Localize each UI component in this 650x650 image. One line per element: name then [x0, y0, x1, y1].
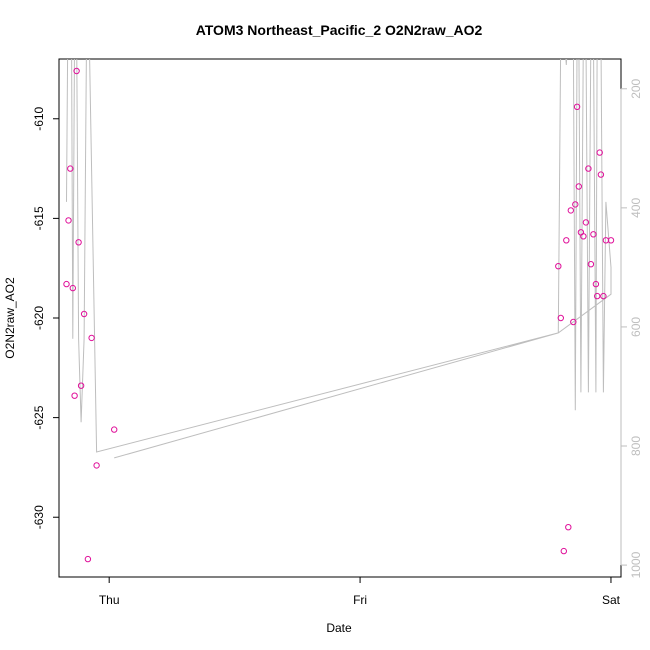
y-tick-label: -615 [32, 206, 46, 230]
line-layer [66, 59, 612, 459]
points-layer [63, 67, 615, 563]
y2-tick-label: 600 [629, 317, 643, 337]
x-axis-label: Date [326, 621, 352, 635]
data-point-20 [572, 201, 579, 208]
x-tick-label: Sat [602, 593, 621, 607]
y-axis: -610 -615 -620 -625 -630 [32, 106, 59, 529]
y-tick-label: -620 [32, 306, 46, 330]
data-point-23 [577, 229, 585, 236]
data-point-19 [570, 318, 577, 326]
data-point-1 [65, 217, 72, 224]
x-tick-label: Thu [99, 593, 120, 607]
data-point-28 [590, 231, 597, 238]
plot-frame [58, 58, 622, 578]
data-point-16 [563, 237, 570, 244]
data-point-7 [77, 382, 85, 389]
y2-tick-label: 1000 [629, 551, 643, 578]
data-point-9 [84, 555, 92, 563]
y-tick-label: -610 [32, 106, 46, 130]
data-point-24 [580, 233, 587, 240]
chart-title: ATOM3 Northeast_Pacific_2 O2N2raw_AO2 [196, 22, 483, 38]
data-point-29 [592, 280, 600, 288]
data-point-10 [88, 334, 95, 342]
data-point-31 [596, 149, 603, 156]
y2-tick-label: 400 [629, 198, 643, 218]
data-point-11 [93, 462, 100, 469]
y2-tick-label: 200 [629, 78, 643, 98]
y-tick-label: -630 [32, 505, 46, 529]
data-point-0 [63, 280, 70, 288]
x-tick-label: Fri [353, 593, 367, 607]
data-point-21 [573, 103, 581, 111]
data-point-32 [597, 171, 605, 178]
x-axis: Thu Fri Sat [99, 576, 621, 607]
data-point-15 [560, 547, 567, 555]
data-point-5 [73, 67, 80, 75]
y-tick-label: -625 [32, 405, 46, 429]
data-point-26 [585, 165, 592, 172]
data-point-25 [582, 219, 590, 226]
series-line-1 [66, 59, 612, 459]
y2-tick-label: 800 [629, 436, 643, 456]
y-axis-label: O2N2raw_AO2 [3, 277, 17, 359]
data-point-22 [575, 183, 582, 190]
data-point-14 [557, 314, 564, 322]
data-point-4 [71, 392, 78, 399]
data-point-17 [565, 524, 572, 531]
data-point-3 [69, 284, 77, 292]
data-point-30 [594, 292, 601, 300]
data-point-27 [587, 261, 595, 268]
data-point-18 [567, 207, 574, 214]
data-point-13 [555, 263, 562, 270]
data-point-35 [607, 237, 615, 244]
right-y-axis: 200 400 600 800 1000 [620, 78, 643, 578]
data-point-12 [111, 426, 118, 433]
data-point-8 [80, 310, 88, 318]
data-point-33 [600, 292, 607, 300]
data-point-2 [67, 165, 74, 172]
data-point-6 [75, 239, 82, 246]
